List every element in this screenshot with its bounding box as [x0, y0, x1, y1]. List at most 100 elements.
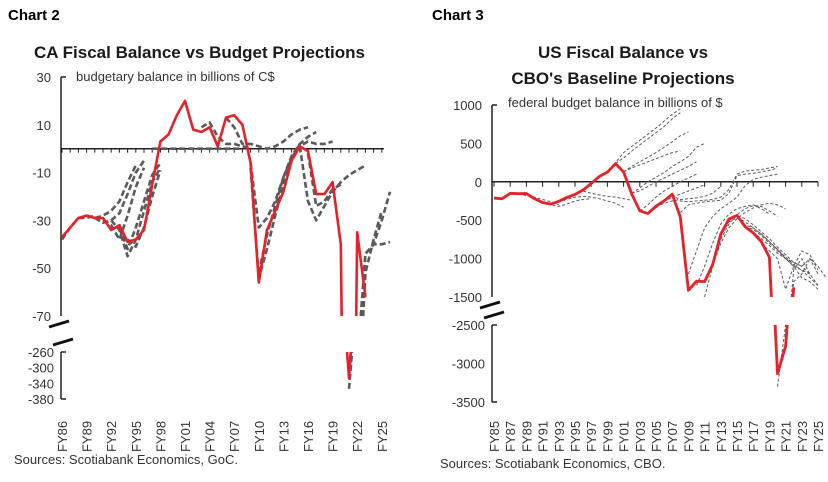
projection-line: [623, 131, 689, 173]
y-tick-label: 0: [475, 175, 482, 190]
source-note: Sources: Scotiabank Economics, CBO.: [440, 456, 665, 471]
x-tick-label: FY97: [584, 421, 599, 452]
chart-us: Chart 3 US Fiscal Balance vs CBO's Basel…: [432, 7, 827, 471]
x-tick-label: FY25: [811, 421, 826, 452]
x-tick-label: FY95: [568, 421, 583, 452]
x-tick-label: FY87: [503, 421, 518, 452]
projection-line: [225, 116, 309, 150]
projection-line: [671, 165, 778, 203]
y-tick-label: -260: [28, 345, 54, 360]
projection-line: [257, 130, 317, 274]
x-tick-label: FY13: [714, 421, 729, 452]
x-tick-label: FY99: [600, 421, 615, 452]
x-tick-label: FY91: [536, 421, 551, 452]
chart-ca: Chart 2 CA Fiscal Balance vs Budget Proj…: [8, 7, 392, 467]
y-tick-label: -3500: [452, 395, 485, 410]
projection-line: [607, 108, 681, 173]
chart-title: CA Fiscal Balance vs Budget Projections: [34, 43, 365, 62]
y-tick-label: -1000: [449, 252, 482, 267]
x-tick-label: FY86: [55, 421, 70, 452]
projection-line: [200, 121, 251, 150]
actual-balance-line: [791, 287, 796, 298]
projection-line: [615, 112, 681, 164]
projection-line: [639, 173, 697, 212]
y-tick-label: -70: [32, 309, 51, 324]
x-tick-label: FY25: [375, 421, 390, 452]
projection-line: [655, 186, 722, 207]
y-tick-label: -2500: [452, 318, 485, 333]
projection-line: [752, 232, 819, 275]
projection-line: [518, 192, 559, 206]
actual-balance-line: [773, 324, 789, 376]
x-tick-label: FY13: [276, 421, 291, 452]
x-tick-label: FY01: [178, 421, 193, 452]
x-tick-label: FY16: [301, 421, 316, 452]
y-tick-label: -500: [456, 213, 482, 228]
axis-break-mark: [483, 310, 505, 320]
x-tick-label: FY89: [80, 421, 95, 452]
y-tick-label: -50: [32, 261, 51, 276]
projection-line: [728, 215, 811, 275]
projection-line: [790, 258, 819, 298]
y-tick-label: -30: [32, 213, 51, 228]
y-axis-label: budgetary balance in billions of C$: [76, 69, 276, 84]
actual-balance-line: [345, 351, 353, 380]
x-tick-label: FY89: [519, 421, 534, 452]
projection-line: [623, 150, 681, 173]
projection-line: [542, 198, 592, 207]
y-tick-label: 30: [37, 70, 51, 85]
x-tick-label: FY21: [779, 421, 794, 452]
projection-line: [720, 217, 811, 275]
projection-line: [687, 173, 778, 275]
plot-area: 10005000-500-1000-1500-2500-3000-3500FY8…: [449, 98, 827, 452]
x-tick-label: FY17: [746, 421, 761, 452]
x-tick-label: FY03: [633, 421, 648, 452]
projection-line: [744, 225, 819, 271]
x-tick-label: FY95: [129, 421, 144, 452]
x-tick-label: FY07: [665, 421, 680, 452]
y-axis-label: federal budget balance in billions of $: [508, 95, 723, 110]
chart-title-line-1: US Fiscal Balance vs: [538, 43, 708, 62]
actual-balance-line: [61, 99, 343, 317]
x-tick-label: FY93: [552, 421, 567, 452]
y-tick-label: 500: [460, 136, 482, 151]
x-tick-label: FY04: [203, 421, 218, 452]
x-tick-label: FY09: [681, 421, 696, 452]
y-tick-label: 1000: [453, 98, 482, 113]
projection-line: [582, 190, 632, 201]
projection-line: [712, 202, 786, 265]
source-note: Sources: Scotiabank Economics, GoC.: [14, 452, 238, 467]
x-tick-label: FY98: [153, 421, 168, 452]
projection-line: [631, 161, 697, 194]
chart-header: Chart 3: [432, 7, 484, 24]
projection-line: [86, 164, 137, 220]
projection-line: [558, 195, 624, 208]
axis-break-mark: [52, 337, 74, 347]
y-tick-label: -10: [32, 166, 51, 181]
x-tick-label: FY07: [227, 421, 242, 452]
y-tick-label: -300: [28, 361, 54, 376]
y-tick-label: -380: [28, 392, 54, 407]
x-tick-label: FY15: [730, 421, 745, 452]
chart-header: Chart 2: [8, 7, 60, 24]
actual-balance-line: [493, 162, 773, 298]
projection-line: [249, 143, 301, 229]
axis-break-mark: [479, 300, 501, 310]
projection-line: [631, 142, 705, 194]
x-tick-label: FY19: [326, 421, 341, 452]
actual-balance-line: [354, 231, 367, 317]
x-tick-label: FY23: [795, 421, 810, 452]
x-tick-label: FY85: [487, 421, 502, 452]
projection-line: [360, 191, 392, 317]
x-tick-label: FY92: [104, 421, 119, 452]
projection-line: [760, 242, 819, 290]
y-tick-label: -3000: [452, 357, 485, 372]
x-tick-label: FY11: [698, 422, 713, 452]
y-tick-label: -1500: [449, 290, 482, 305]
axis-break-mark: [48, 319, 70, 329]
y-tick-label: -340: [28, 376, 54, 391]
projection-line: [94, 159, 146, 225]
projection-line: [791, 258, 827, 298]
x-tick-label: FY01: [617, 421, 632, 452]
